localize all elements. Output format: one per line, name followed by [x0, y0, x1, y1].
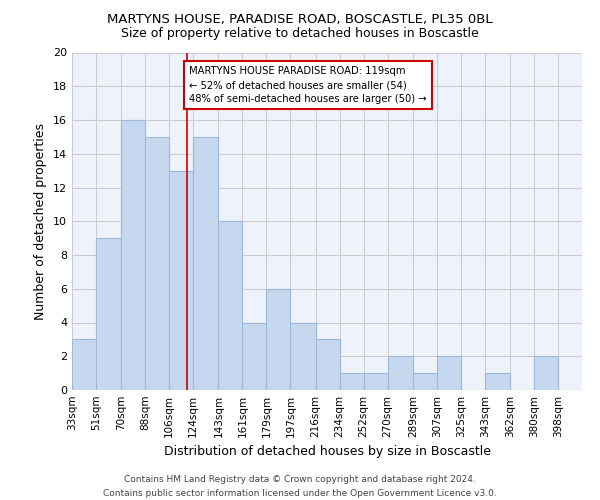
Bar [218, 221, 242, 390]
Bar [96, 238, 121, 390]
Bar [242, 322, 266, 390]
Y-axis label: Number of detached properties: Number of detached properties [34, 122, 47, 320]
Bar [340, 373, 364, 390]
Text: MARTYNS HOUSE, PARADISE ROAD, BOSCASTLE, PL35 0BL: MARTYNS HOUSE, PARADISE ROAD, BOSCASTLE,… [107, 12, 493, 26]
Bar [413, 373, 437, 390]
Bar [534, 356, 558, 390]
X-axis label: Distribution of detached houses by size in Boscastle: Distribution of detached houses by size … [163, 446, 491, 458]
Text: MARTYNS HOUSE PARADISE ROAD: 119sqm
← 52% of detached houses are smaller (54)
48: MARTYNS HOUSE PARADISE ROAD: 119sqm ← 52… [189, 66, 427, 104]
Bar [193, 137, 218, 390]
Bar [437, 356, 461, 390]
Bar [121, 120, 145, 390]
Bar [388, 356, 413, 390]
Bar [316, 340, 340, 390]
Bar [145, 137, 169, 390]
Bar [72, 340, 96, 390]
Bar [485, 373, 510, 390]
Text: Contains HM Land Registry data © Crown copyright and database right 2024.
Contai: Contains HM Land Registry data © Crown c… [103, 476, 497, 498]
Bar [290, 322, 316, 390]
Bar [266, 289, 290, 390]
Bar [169, 170, 193, 390]
Bar [364, 373, 388, 390]
Text: Size of property relative to detached houses in Boscastle: Size of property relative to detached ho… [121, 28, 479, 40]
